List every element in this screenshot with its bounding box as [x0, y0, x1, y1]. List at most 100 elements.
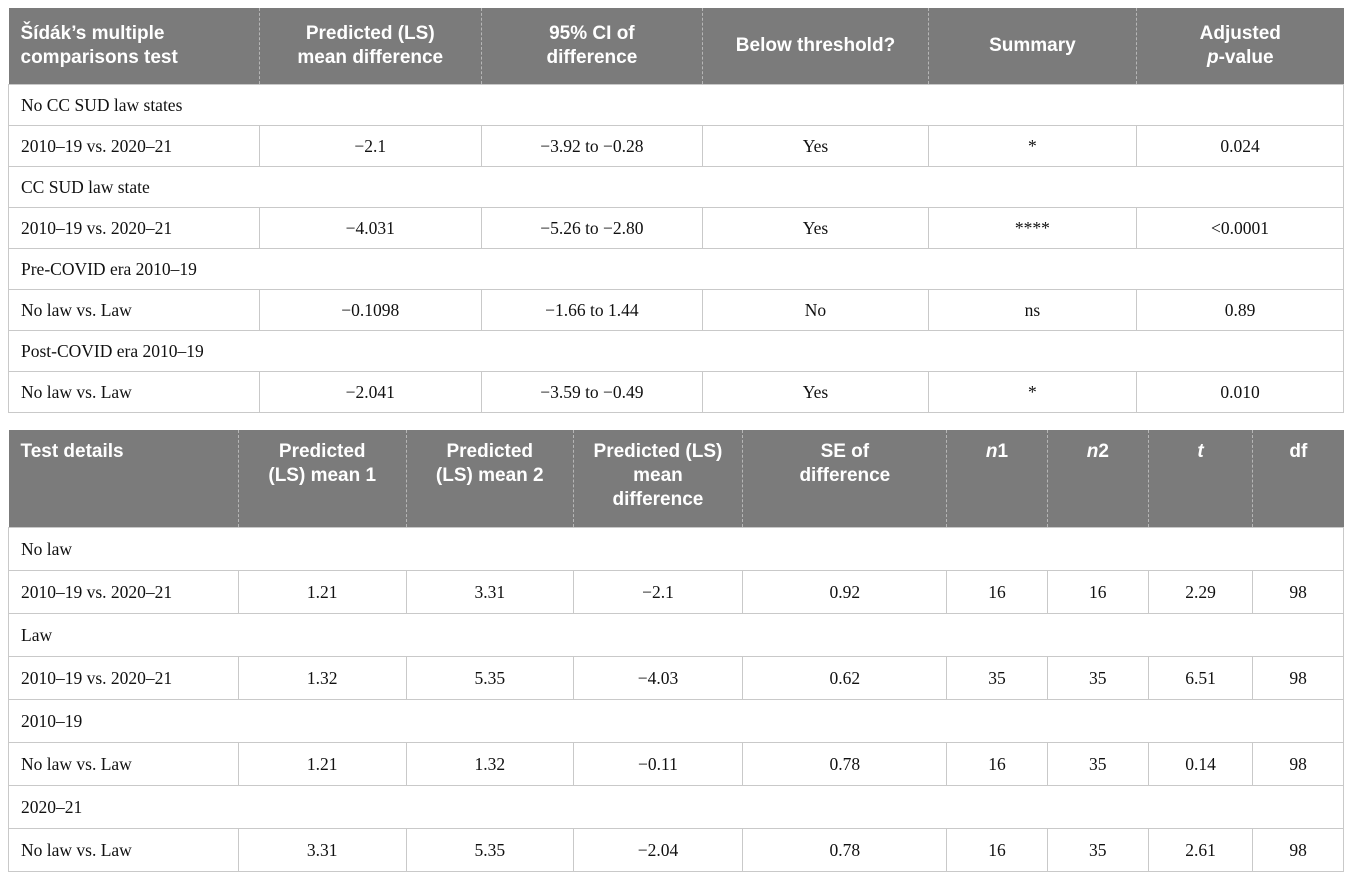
value-cell: −2.041 [259, 371, 481, 412]
table1-header-sidak-test: Šídák’s multiple comparisons test [9, 8, 260, 84]
header-text-segment: Below threshold? [736, 35, 895, 56]
value-cell: −0.11 [573, 743, 743, 786]
value-cell: 16 [947, 571, 1047, 614]
value-cell: −3.92 to −0.28 [481, 125, 703, 166]
table2-group-row: 2010–19 [9, 700, 1344, 743]
value-cell: 0.010 [1137, 371, 1344, 412]
value-cell: 1.32 [406, 743, 573, 786]
value-cell: 35 [1047, 657, 1148, 700]
row-label-cell: 2010–19 vs. 2020–21 [9, 207, 260, 248]
value-cell: <0.0001 [1137, 207, 1344, 248]
value-cell: −2.04 [573, 829, 743, 872]
value-cell: 0.78 [743, 743, 947, 786]
value-cell: 1.21 [238, 571, 406, 614]
header-text-segment: Šídák’s multiple comparisons test [21, 23, 178, 68]
table2-group-row: Law [9, 614, 1344, 657]
table2-header: Test details Predicted (LS) mean 1 Predict… [9, 430, 1344, 528]
table2-header-se-of-difference: SE of difference [743, 430, 947, 528]
value-cell: −0.1098 [259, 289, 481, 330]
group-label: No law [9, 528, 1344, 571]
header-text-segment: 95% CI of difference [546, 23, 637, 68]
value-cell: 2.29 [1149, 571, 1253, 614]
table1-header-below-threshold: Below threshold? [703, 8, 929, 84]
table1-group-row: Post-COVID era 2010–19 [9, 330, 1344, 371]
test-details-table: Test details Predicted (LS) mean 1 Predict… [8, 430, 1344, 872]
value-cell: **** [928, 207, 1136, 248]
value-cell: 0.024 [1137, 125, 1344, 166]
value-cell: −4.03 [573, 657, 743, 700]
table2-header-df: df [1253, 430, 1344, 528]
value-cell: 0.89 [1137, 289, 1344, 330]
group-label: CC SUD law state [9, 166, 1344, 207]
value-cell: 5.35 [406, 829, 573, 872]
value-cell: 98 [1253, 829, 1344, 872]
row-label-cell: 2010–19 vs. 2020–21 [9, 125, 260, 166]
header-text-segment: 2 [1098, 441, 1109, 462]
header-text-segment: n [986, 441, 998, 462]
header-text-segment: df [1289, 441, 1307, 462]
row-label-cell: 2010–19 vs. 2020–21 [9, 657, 239, 700]
header-text-segment: t [1197, 441, 1203, 462]
value-cell: −3.59 to −0.49 [481, 371, 703, 412]
value-cell: 1.32 [238, 657, 406, 700]
table2-header-row: Test details Predicted (LS) mean 1 Predict… [9, 430, 1344, 528]
table2-header-n2: n2 [1047, 430, 1148, 528]
value-cell: 1.21 [238, 743, 406, 786]
header-text-segment: Adjusted [1200, 23, 1281, 44]
value-cell: 16 [1047, 571, 1148, 614]
value-cell: No [703, 289, 929, 330]
value-cell: Yes [703, 207, 929, 248]
value-cell: 16 [947, 829, 1047, 872]
value-cell: −4.031 [259, 207, 481, 248]
header-text-segment: p [1207, 47, 1219, 68]
value-cell: * [928, 371, 1136, 412]
table2-header-predicted-ls-mean-difference: Predicted (LS) mean difference [573, 430, 743, 528]
header-text-segment: 1 [998, 441, 1009, 462]
group-label: 2010–19 [9, 700, 1344, 743]
value-cell: * [928, 125, 1136, 166]
table1-group-row: No CC SUD law states [9, 84, 1344, 125]
table2-group-row: 2020–21 [9, 786, 1344, 829]
table1-header-summary: Summary [928, 8, 1136, 84]
value-cell: Yes [703, 371, 929, 412]
row-label-cell: No law vs. Law [9, 743, 239, 786]
value-cell: 2.61 [1149, 829, 1253, 872]
group-label: 2020–21 [9, 786, 1344, 829]
table1-group-row: Pre-COVID era 2010–19 [9, 248, 1344, 289]
table2-header-t: t [1149, 430, 1253, 528]
header-text-segment: Predicted (LS) mean difference [594, 441, 723, 510]
value-cell: −1.66 to 1.44 [481, 289, 703, 330]
value-cell: 0.92 [743, 571, 947, 614]
value-cell: −2.1 [573, 571, 743, 614]
value-cell: 0.14 [1149, 743, 1253, 786]
row-label-cell: No law vs. Law [9, 371, 260, 412]
header-text-segment: n [1087, 441, 1099, 462]
header-text-segment: Test details [21, 441, 124, 462]
header-text-segment: Summary [989, 35, 1076, 56]
header-text-segment: -value [1219, 47, 1274, 68]
table1-header-row: Šídák’s multiple comparisons test Predict… [9, 8, 1344, 84]
table1-header-adjusted-p-value: Adjusted p-value [1137, 8, 1344, 84]
table1-header-predicted-ls-mean-difference: Predicted (LS) mean difference [259, 8, 481, 84]
header-text-segment: Predicted (LS) mean 1 [268, 441, 376, 486]
table1-header: Šídák’s multiple comparisons test Predict… [9, 8, 1344, 84]
table2-header-predicted-ls-mean-2: Predicted (LS) mean 2 [406, 430, 573, 528]
table2-header-test-details: Test details [9, 430, 239, 528]
value-cell: 98 [1253, 743, 1344, 786]
value-cell: 0.78 [743, 829, 947, 872]
value-cell: 35 [1047, 829, 1148, 872]
header-text-segment: Predicted (LS) mean difference [297, 23, 443, 68]
group-label: Law [9, 614, 1344, 657]
group-label: Pre-COVID era 2010–19 [9, 248, 1344, 289]
value-cell: 98 [1253, 571, 1344, 614]
